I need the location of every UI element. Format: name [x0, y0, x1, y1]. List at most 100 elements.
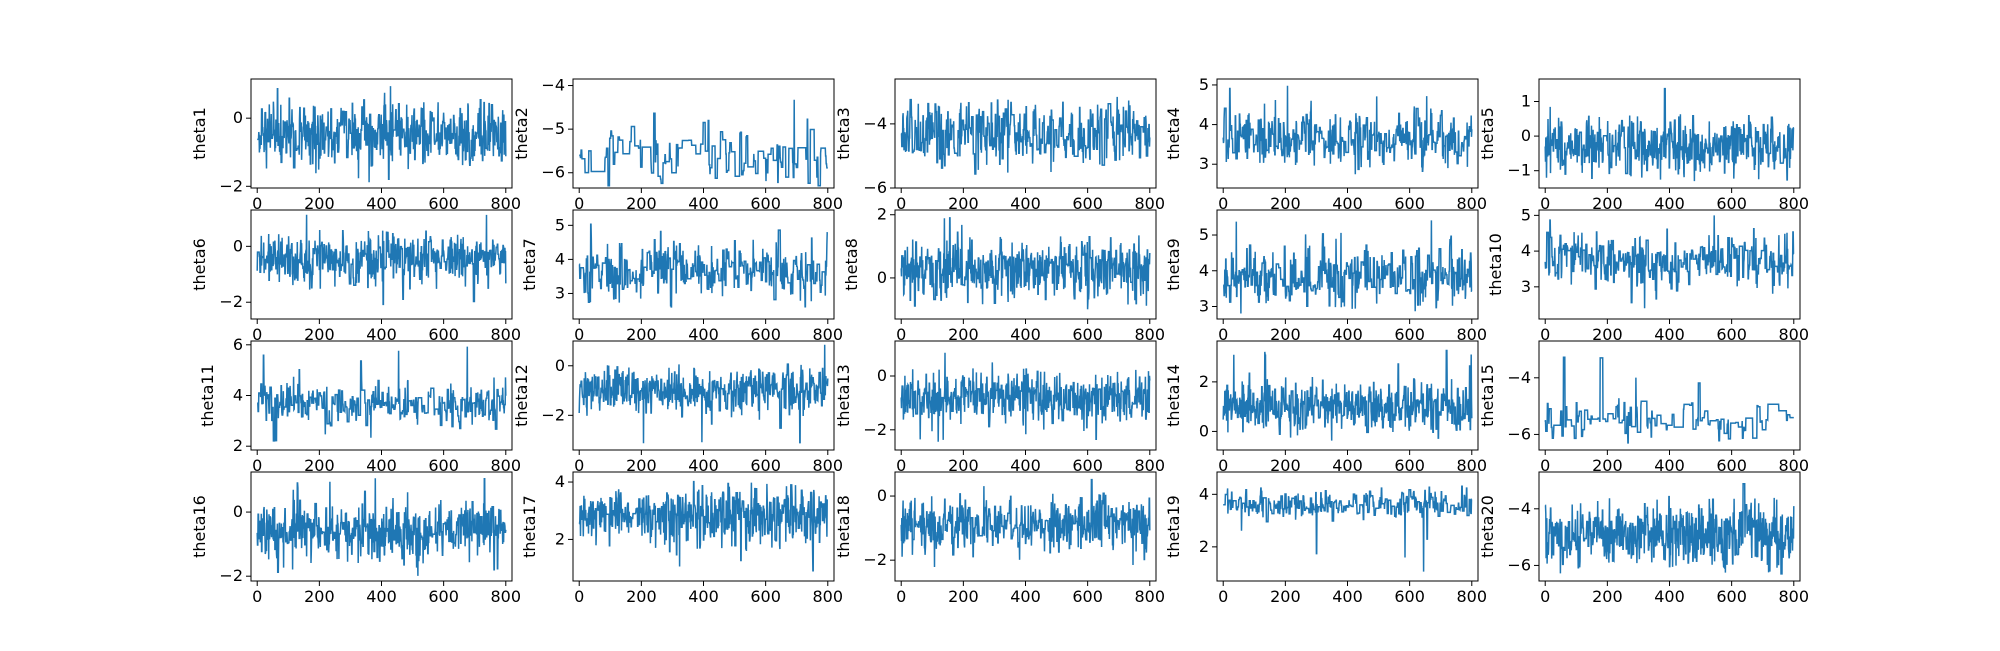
x-tick-label: 800 — [1779, 325, 1810, 344]
x-tick-label: 600 — [1394, 194, 1425, 213]
x-tick-label: 600 — [1072, 456, 1103, 475]
y-tick-label: −4 — [541, 76, 565, 95]
y-tick-label: −2 — [219, 176, 243, 195]
trace-line-theta4 — [1222, 85, 1473, 175]
x-tick-label: 200 — [1592, 194, 1623, 213]
y-tick-label: 2 — [877, 205, 887, 224]
y-tick-label: −1 — [1507, 161, 1531, 180]
y-tick-label: −2 — [541, 405, 565, 424]
subplot-theta1: 0 200 400 600 800 −2 0 theta1 — [190, 78, 521, 213]
x-tick-label: 400 — [1654, 587, 1685, 606]
y-axis-label: theta12 — [512, 364, 531, 427]
x-tick-label: 200 — [1592, 456, 1623, 475]
subplot-theta12: 0 200 400 600 800 −2 0 theta12 — [512, 340, 843, 475]
x-tick-label: 400 — [1010, 325, 1041, 344]
y-tick-label: −6 — [863, 178, 887, 197]
x-tick-label: 200 — [626, 325, 657, 344]
x-tick-label: 400 — [1010, 194, 1041, 213]
y-tick-label: −4 — [1507, 499, 1531, 518]
trace-line-theta8 — [900, 217, 1151, 310]
x-tick-label: 0 — [252, 456, 262, 475]
x-tick-label: 600 — [428, 325, 459, 344]
trace-line-theta7 — [578, 223, 828, 308]
x-tick-label: 600 — [1394, 456, 1425, 475]
y-tick-label: 0 — [1199, 421, 1209, 440]
subplot-theta19: 0 200 400 600 800 2 4 theta19 — [1164, 471, 1487, 606]
x-tick-label: 200 — [304, 325, 335, 344]
x-tick-label: 600 — [750, 325, 781, 344]
trace-line-theta13 — [900, 352, 1151, 442]
y-tick-label: 1 — [1521, 91, 1531, 110]
trace-line-theta19 — [1223, 485, 1473, 572]
trace-line-theta11 — [257, 346, 507, 442]
x-tick-label: 400 — [688, 194, 719, 213]
trace-line-theta6 — [256, 214, 507, 306]
subplot-theta13: 0 200 400 600 800 −2 0 theta13 — [834, 340, 1165, 475]
x-tick-label: 200 — [1592, 325, 1623, 344]
subplot-theta9: 0 200 400 600 800 3 4 5 theta9 — [1164, 209, 1487, 344]
x-tick-label: 800 — [1779, 194, 1810, 213]
trace-line-theta3 — [900, 96, 1151, 175]
trace-line-theta14 — [1222, 349, 1473, 441]
subplot-theta17: 0 200 400 600 800 2 4 theta17 — [520, 471, 843, 606]
x-tick-label: 800 — [491, 325, 522, 344]
trace-line-theta20 — [1544, 483, 1795, 575]
y-tick-label: 6 — [233, 335, 243, 354]
y-axis-label: theta19 — [1164, 495, 1183, 558]
y-axis-label: theta8 — [842, 238, 861, 291]
axes-frame — [1538, 209, 1801, 320]
x-tick-label: 600 — [1394, 325, 1425, 344]
subplot-theta15: 0 200 400 600 800 −6 −4 theta15 — [1478, 340, 1809, 475]
x-tick-label: 800 — [1457, 194, 1488, 213]
y-axis-label: theta1 — [190, 107, 209, 160]
y-tick-label: −5 — [541, 119, 565, 138]
subplot-theta3: 0 200 400 600 800 −6 −4 theta3 — [834, 78, 1165, 213]
y-tick-label: −2 — [219, 566, 243, 585]
x-tick-label: 400 — [1010, 587, 1041, 606]
x-tick-label: 0 — [896, 456, 906, 475]
trace-line-theta10 — [1544, 215, 1795, 309]
y-tick-label: 0 — [877, 366, 887, 385]
y-axis-label: theta16 — [190, 495, 209, 558]
subplot-theta7: 0 200 400 600 800 3 4 5 theta7 — [520, 209, 843, 344]
x-tick-label: 0 — [1218, 325, 1228, 344]
y-tick-label: 5 — [1521, 205, 1531, 224]
x-tick-label: 600 — [1716, 194, 1747, 213]
y-axis-label: theta11 — [198, 364, 217, 427]
x-tick-label: 0 — [574, 194, 584, 213]
x-tick-label: 0 — [1218, 456, 1228, 475]
x-tick-label: 400 — [1332, 456, 1363, 475]
y-tick-label: −6 — [541, 163, 565, 182]
x-tick-label: 400 — [366, 587, 397, 606]
y-axis-label: theta17 — [520, 495, 539, 558]
y-tick-label: −6 — [1507, 555, 1531, 574]
subplot-theta14: 0 200 400 600 800 0 2 theta14 — [1164, 340, 1487, 475]
y-tick-label: 0 — [1521, 126, 1531, 145]
subplot-theta4: 0 200 400 600 800 3 4 5 theta4 — [1164, 75, 1487, 213]
x-tick-label: 800 — [813, 194, 844, 213]
y-axis-label: theta2 — [512, 107, 531, 160]
trace-line-theta2 — [579, 99, 828, 187]
x-tick-label: 200 — [626, 194, 657, 213]
x-tick-label: 400 — [366, 194, 397, 213]
subplot-theta6: 0 200 400 600 800 −2 0 theta6 — [190, 209, 522, 344]
trace-line-theta12 — [578, 344, 829, 444]
x-tick-label: 800 — [491, 456, 522, 475]
x-tick-label: 0 — [896, 587, 906, 606]
x-tick-label: 200 — [948, 194, 979, 213]
x-tick-label: 400 — [1010, 456, 1041, 475]
y-tick-label: −4 — [863, 114, 887, 133]
y-tick-label: 4 — [1521, 241, 1531, 260]
axes-frame — [1216, 471, 1479, 582]
y-tick-label: 4 — [233, 386, 243, 405]
trace-line-theta18 — [900, 478, 1151, 568]
x-tick-label: 0 — [252, 325, 262, 344]
x-tick-label: 200 — [626, 456, 657, 475]
x-tick-label: 400 — [688, 587, 719, 606]
x-tick-label: 600 — [1716, 456, 1747, 475]
x-tick-label: 800 — [1135, 587, 1166, 606]
y-tick-label: 5 — [555, 215, 565, 234]
y-tick-label: 3 — [555, 283, 565, 302]
x-tick-label: 200 — [304, 456, 335, 475]
